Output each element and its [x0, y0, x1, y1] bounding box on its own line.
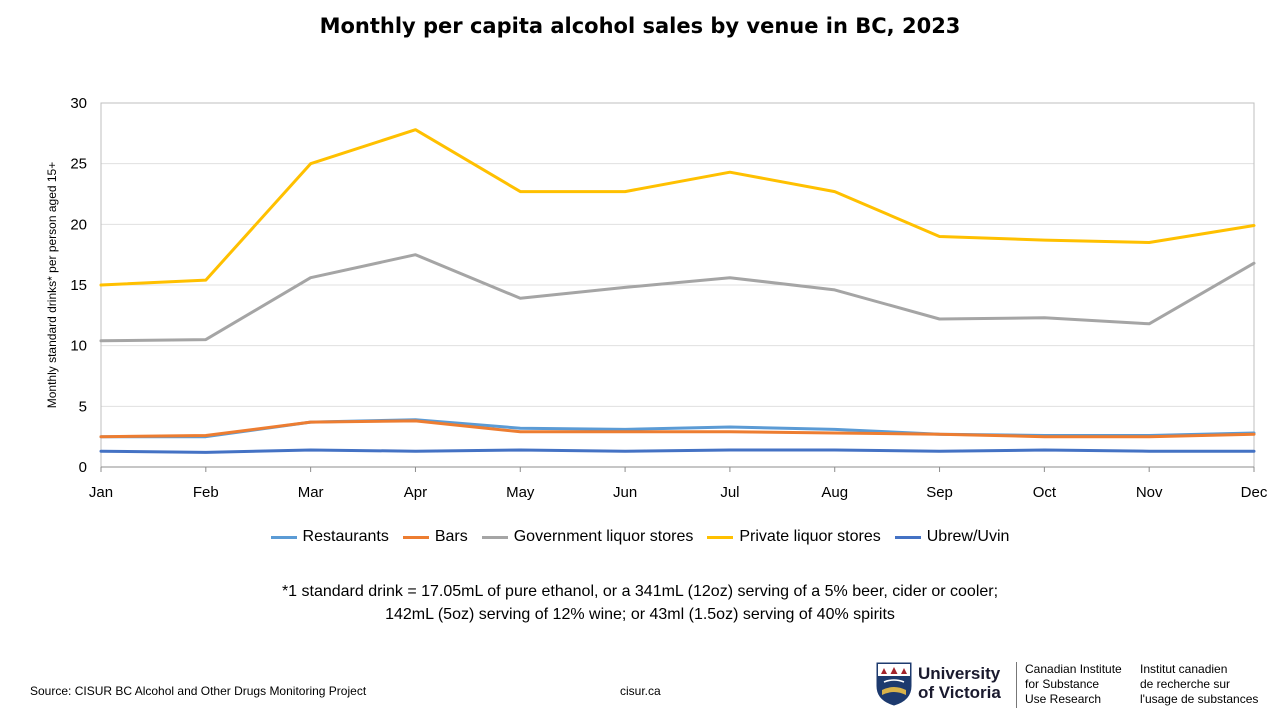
website-text: cisur.ca	[620, 684, 661, 698]
legend: Restaurants Bars Government liquor stores P…	[0, 528, 1280, 546]
x-tick-label: Jun	[613, 484, 637, 501]
legend-swatch	[481, 535, 508, 539]
x-tick-label: Nov	[1136, 484, 1163, 501]
x-tick-label: Sep	[926, 484, 953, 501]
legend-label: Bars	[434, 528, 468, 545]
series-line-government-liquor-stores	[99, 253, 1256, 343]
x-tick-label: Feb	[193, 484, 219, 501]
y-tick-label: 30	[70, 95, 87, 112]
legend-label: Restaurants	[302, 528, 389, 545]
legend-item: Bars	[402, 528, 468, 546]
x-tick-label: Aug	[821, 484, 848, 501]
legend-swatch	[270, 535, 297, 539]
legend-label: Private liquor stores	[739, 528, 881, 545]
x-tick-label: Apr	[404, 484, 427, 501]
y-tick-label: 15	[70, 277, 87, 294]
series-line-bars	[99, 419, 1256, 439]
legend-swatch	[707, 535, 734, 539]
legend-label: Government liquor stores	[513, 528, 694, 545]
gridlines	[101, 102, 1254, 407]
x-tick-label: Jul	[720, 484, 739, 501]
chart-title: Monthly per capita alcohol sales by venu…	[319, 14, 961, 38]
y-tick-label: 20	[70, 216, 87, 233]
legend-swatch	[894, 535, 921, 539]
x-tick-label: Jan	[89, 484, 113, 501]
axes: 0 5 10 15 20 25 30 Jan Feb Mar Apr May Jun Jul Aug Sep O…	[70, 95, 1268, 501]
legend-label: Ubrew/Uvin	[926, 528, 1010, 545]
cisur-french-name: Institut canadien de recherche sur l'usa…	[1140, 662, 1259, 706]
series-line-private-liquor-stores	[99, 128, 1256, 287]
legend-item: Restaurants	[270, 528, 389, 546]
uvic-wordmark: University of Victoria	[918, 664, 1001, 702]
legend-item: Ubrew/Uvin	[894, 528, 1010, 546]
series-line-ubrew-uvin	[99, 448, 1256, 454]
uvic-crest-icon	[876, 662, 912, 706]
y-axis-label: Monthly standard drinks* per person aged…	[45, 162, 59, 409]
x-tick-label: Dec	[1241, 484, 1268, 501]
footnote-line-1: *1 standard drink = 17.05mL of pure etha…	[281, 583, 999, 600]
legend-swatch	[402, 535, 429, 539]
x-tick-label: May	[506, 484, 535, 501]
x-tick-label: Oct	[1033, 484, 1057, 501]
footnote-line-2: 142mL (5oz) serving of 12% wine; or 43ml…	[385, 606, 895, 623]
series-lines	[99, 128, 1256, 454]
legend-item: Government liquor stores	[481, 528, 694, 546]
y-tick-label: 0	[79, 459, 87, 476]
legend-item: Private liquor stores	[707, 528, 881, 546]
y-tick-label: 25	[70, 156, 87, 173]
cisur-english-name: Canadian Institute for Substance Use Res…	[1025, 662, 1122, 706]
y-tick-label: 10	[70, 338, 87, 355]
y-tick-label: 5	[79, 398, 87, 415]
x-tick-label: Mar	[298, 484, 324, 501]
logo-divider	[1016, 662, 1017, 708]
source-note: Source: CISUR BC Alcohol and Other Drugs…	[30, 684, 367, 698]
footnote: *1 standard drink = 17.05mL of pure etha…	[0, 580, 1280, 626]
